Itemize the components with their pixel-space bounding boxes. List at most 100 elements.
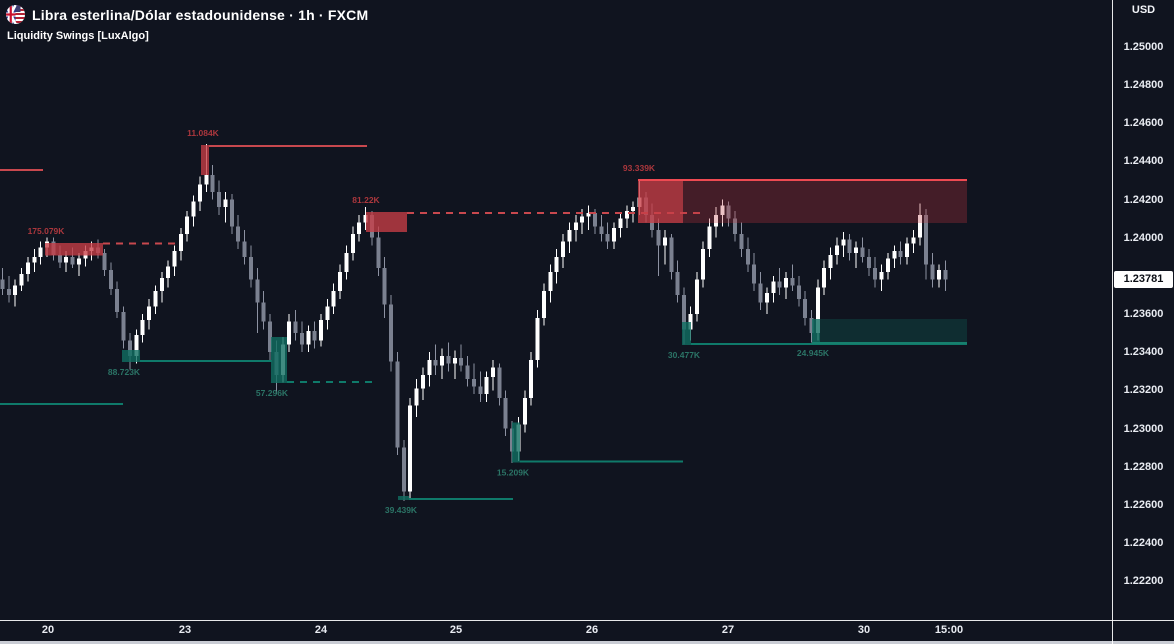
candle-down bbox=[210, 174, 215, 192]
candle-up bbox=[331, 291, 336, 307]
candle-down bbox=[752, 264, 757, 284]
candle-down bbox=[299, 333, 304, 345]
candle-up bbox=[204, 174, 209, 185]
time-tick-label: 25 bbox=[449, 624, 463, 636]
candle-down bbox=[401, 447, 406, 492]
candle-down bbox=[860, 247, 865, 257]
candle-up bbox=[618, 218, 623, 229]
candle-down bbox=[777, 281, 782, 288]
candle-down bbox=[675, 272, 680, 295]
candle-down bbox=[446, 356, 451, 364]
candle-down bbox=[656, 230, 661, 246]
price-axis-currency-label[interactable]: USD bbox=[1131, 4, 1156, 16]
candle-up bbox=[541, 291, 546, 318]
bullish-liquidity-zone bbox=[271, 336, 287, 383]
price-tick-label: 1.25000 bbox=[1123, 40, 1164, 53]
candle-down bbox=[726, 205, 731, 219]
candle-down bbox=[312, 331, 317, 341]
candle-up bbox=[140, 319, 145, 336]
candle-down bbox=[242, 241, 247, 257]
price-tick-label: 1.23600 bbox=[1123, 308, 1164, 321]
candle-up bbox=[586, 212, 591, 217]
time-axis[interactable]: 20 23 24 25 26 27 30 15:00 bbox=[0, 620, 1174, 640]
candle-up bbox=[484, 376, 489, 395]
candle-up bbox=[701, 249, 706, 280]
time-tick-label: 15:00 bbox=[934, 624, 964, 636]
price-tick-label: 1.22600 bbox=[1123, 498, 1164, 511]
candle-up bbox=[178, 233, 183, 252]
swing-volume-label: 30.477K bbox=[668, 350, 701, 360]
swing-volume-label: 24.945K bbox=[797, 348, 830, 358]
candle-down bbox=[943, 270, 948, 280]
candle-up bbox=[834, 245, 839, 255]
candle-up bbox=[561, 241, 566, 257]
bearish-zone-extension bbox=[683, 179, 967, 224]
candle-up bbox=[427, 359, 432, 376]
candle-up bbox=[319, 319, 323, 341]
swing-volume-label: 15.209K bbox=[497, 467, 530, 477]
candle-down bbox=[459, 357, 464, 366]
candle-up bbox=[535, 317, 540, 360]
candle-up bbox=[522, 397, 527, 425]
candle-up bbox=[841, 239, 846, 246]
swing-volume-label: 57.296K bbox=[256, 388, 289, 398]
candle-down bbox=[236, 226, 241, 242]
candle-up bbox=[357, 222, 362, 234]
candle-up bbox=[134, 335, 139, 357]
swing-volume-label: 11.084K bbox=[187, 128, 220, 138]
candle-up bbox=[172, 251, 177, 267]
candle-down bbox=[261, 302, 266, 322]
candle-down bbox=[217, 191, 222, 208]
candle-down bbox=[898, 251, 903, 257]
candle-up bbox=[159, 277, 164, 292]
candle-up bbox=[414, 388, 419, 406]
bullish-liquidity-zone bbox=[512, 422, 520, 463]
price-tick-label: 1.23400 bbox=[1123, 346, 1164, 359]
bearish-liquidity-zone bbox=[638, 179, 683, 224]
candle-down bbox=[433, 359, 438, 366]
candle-up bbox=[917, 214, 922, 238]
candle-up bbox=[822, 268, 827, 288]
candle-up bbox=[25, 262, 30, 274]
price-axis[interactable]: USD 1.25000 1.24800 1.24600 1.24400 1.24200 1… bbox=[1112, 0, 1174, 644]
candlestick-chart[interactable]: 175.079K 11.084K 81.22K 93.339K 88.723K 57.29… bbox=[0, 0, 1112, 620]
candle-down bbox=[790, 277, 795, 286]
candle-down bbox=[478, 386, 483, 395]
candle-up bbox=[713, 214, 718, 227]
candle-down bbox=[809, 317, 814, 334]
price-tick-label: 1.22400 bbox=[1123, 536, 1164, 549]
candle-up bbox=[554, 256, 559, 273]
candle-down bbox=[930, 264, 935, 280]
symbol-title[interactable]: Libra esterlina/Dólar estadounidense · 1… bbox=[32, 6, 369, 23]
indicator-title[interactable]: Liquidity Swings [LuxAlgo] bbox=[7, 30, 149, 42]
price-tick-label: 1.24200 bbox=[1123, 193, 1164, 206]
candle-down bbox=[102, 252, 107, 271]
bullish-liquidity-zone bbox=[122, 349, 140, 362]
chart-pane[interactable]: 175.079K 11.084K 81.22K 93.339K 88.723K 57.29… bbox=[0, 0, 1112, 620]
candle-up bbox=[408, 405, 413, 492]
candle-down bbox=[229, 199, 234, 227]
price-tick-label: 1.24600 bbox=[1123, 117, 1164, 130]
candle-down bbox=[6, 289, 11, 295]
candle-up bbox=[350, 233, 355, 253]
candle-down bbox=[758, 283, 763, 303]
candle-down bbox=[268, 321, 273, 353]
candle-down bbox=[127, 340, 132, 357]
swing-volume-label: 93.339K bbox=[623, 163, 656, 173]
candle-down bbox=[503, 397, 508, 429]
bullish-liquidity-zone bbox=[398, 495, 409, 500]
candle-down bbox=[592, 212, 597, 227]
candle-down bbox=[248, 256, 253, 280]
price-tick-label: 1.24000 bbox=[1123, 231, 1164, 244]
candle-down bbox=[924, 214, 929, 265]
candle-up bbox=[694, 279, 699, 315]
bullish-zone-extension bbox=[820, 318, 967, 344]
time-tick-label: 27 bbox=[721, 624, 735, 636]
candle-down bbox=[739, 233, 744, 250]
candle-up bbox=[764, 293, 769, 303]
window-bottom-edge bbox=[0, 641, 1174, 644]
candle-up bbox=[19, 273, 24, 286]
candle-up bbox=[879, 272, 884, 280]
bearish-liquidity-zone bbox=[201, 144, 209, 175]
